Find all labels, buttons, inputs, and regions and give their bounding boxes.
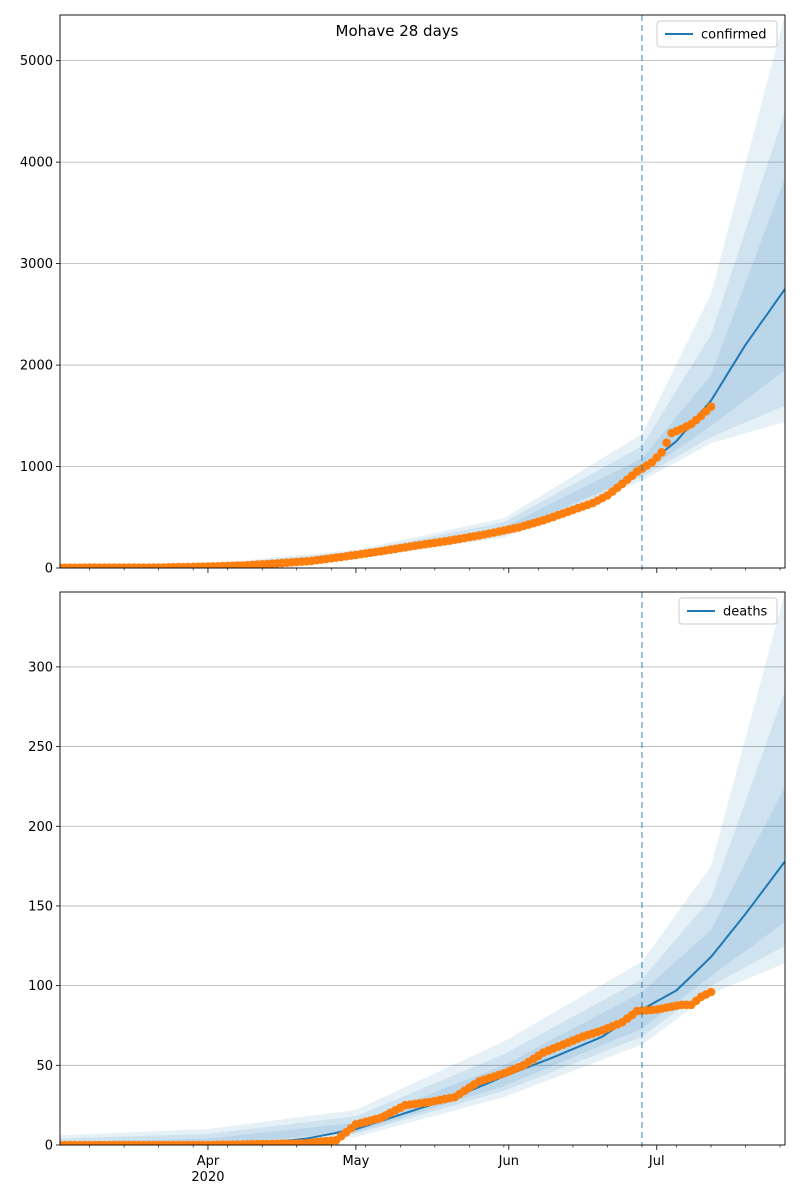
y-tick-label: 1000 <box>20 460 53 475</box>
observed-point <box>662 438 671 448</box>
x-tick-label: Jul <box>648 1154 665 1169</box>
legend-box <box>656 20 778 48</box>
y-tick-label: 5000 <box>20 54 53 69</box>
x-tick-label: Apr <box>197 1154 220 1169</box>
legend-label: deaths <box>723 605 768 620</box>
y-tick-label: 0 <box>45 562 53 577</box>
axes-frame <box>59 14 786 569</box>
observed-point <box>706 402 716 412</box>
y-tick-label: 4000 <box>20 156 53 171</box>
observed-point <box>657 448 666 457</box>
y-tick-label: 100 <box>28 979 53 994</box>
y-tick-label: 3000 <box>20 257 53 272</box>
y-tick-label: 150 <box>28 899 53 914</box>
confirmed-panel: 0 1000 2000 3000 4000 5000 confirmed <box>20 14 786 577</box>
y-tick-label: 300 <box>28 660 53 675</box>
y-tick-label: 50 <box>36 1059 53 1074</box>
x-tick-year-label: 2020 <box>191 1170 224 1185</box>
confidence-band-1 <box>60 592 785 1145</box>
y-tick-label: 200 <box>28 820 53 835</box>
x-tick-label: May <box>342 1154 369 1169</box>
plot-area <box>60 15 785 568</box>
x-tick-label: Jun <box>498 1154 519 1169</box>
y-tick-label: 2000 <box>20 359 53 374</box>
y-tick-label: 0 <box>45 1139 53 1154</box>
legend-box <box>678 597 778 625</box>
legend-label: confirmed <box>701 28 767 43</box>
observed-point <box>706 987 716 997</box>
axes-frame <box>59 591 786 1146</box>
figure-title: Mohave 28 days <box>336 22 459 40</box>
y-tick-label: 250 <box>28 740 53 755</box>
